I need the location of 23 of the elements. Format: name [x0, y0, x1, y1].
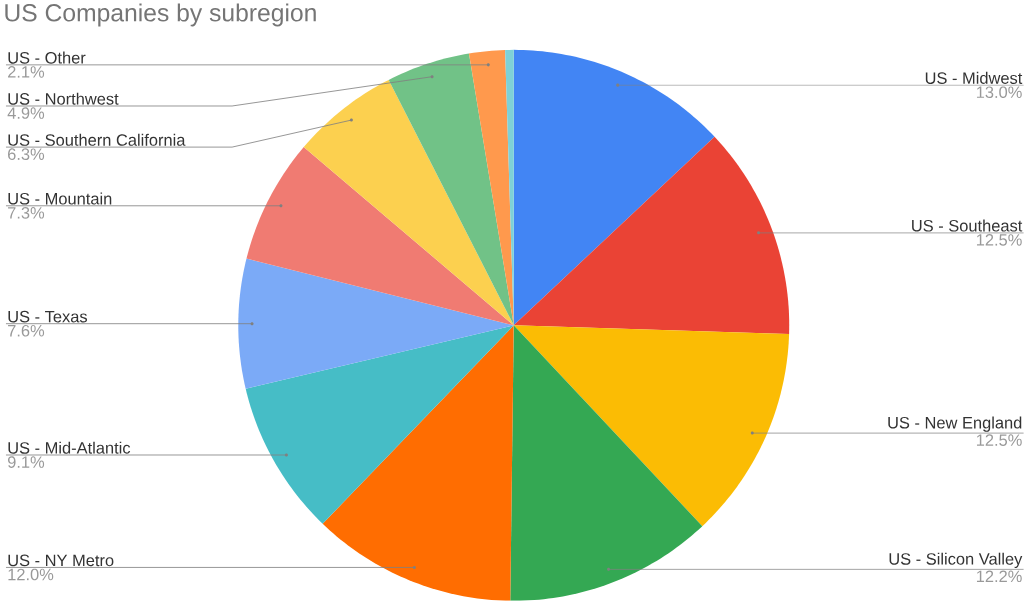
- data-label: 12.2%: [976, 570, 1022, 583]
- data-label: 12.5%: [976, 234, 1022, 246]
- data-label: 12.0%: [8, 568, 54, 581]
- data-label: 9.1%: [7, 456, 45, 468]
- slice-label: US - Midwest: [925, 71, 1023, 85]
- slice-label: US - Texas: [8, 310, 88, 323]
- slice-label: US - Northwest: [8, 92, 119, 105]
- slice-label: US - Mid-Atlantic: [8, 441, 131, 454]
- data-label: 13.0%: [976, 86, 1022, 99]
- slice-label: US - NY Metro: [8, 554, 114, 567]
- slice-label: US - Southern California: [8, 133, 186, 146]
- data-label: 12.5%: [976, 434, 1022, 446]
- slice-label: US - Mountain: [8, 192, 112, 205]
- data-label: 7.3%: [8, 207, 45, 219]
- chart-title: US Companies by subregion: [5, 3, 316, 27]
- slice-label: US - Other: [8, 51, 86, 64]
- data-label: 2.1%: [8, 66, 45, 78]
- slice-label: US - Southeast: [912, 219, 1023, 232]
- data-label: 4.9%: [7, 107, 45, 119]
- data-label: 7.6%: [8, 325, 45, 337]
- slice-label: US - New England: [888, 416, 1022, 432]
- data-label: 6.3%: [8, 148, 45, 161]
- slice-label: US - Silicon Valley: [889, 552, 1023, 569]
